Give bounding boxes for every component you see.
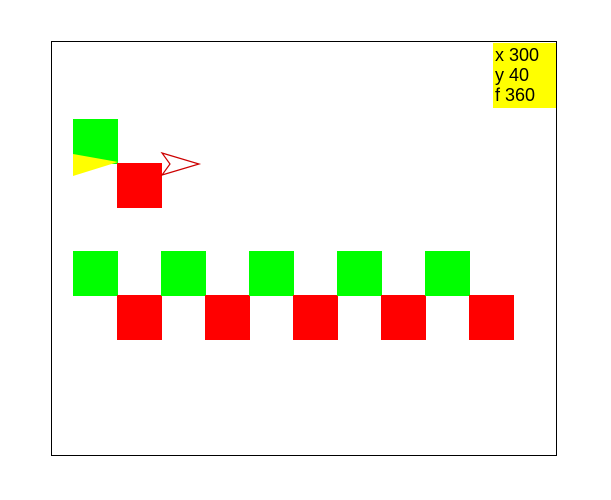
row-green-square xyxy=(425,251,470,296)
row-red-square xyxy=(205,295,250,340)
top-red-square xyxy=(117,163,162,208)
drawing-canvas[interactable]: x 300 y 40 f 360 xyxy=(51,41,557,456)
row-green-square xyxy=(73,251,118,296)
turtle-arrow-icon[interactable] xyxy=(160,151,202,177)
row-green-square xyxy=(161,251,206,296)
row-red-square xyxy=(381,295,426,340)
top-green-square xyxy=(73,119,118,164)
coordinate-readout: x 300 y 40 f 360 xyxy=(493,43,556,108)
row-green-square xyxy=(249,251,294,296)
row-green-square xyxy=(337,251,382,296)
row-red-square xyxy=(469,295,514,340)
row-red-square xyxy=(117,295,162,340)
y-readout: y 40 xyxy=(495,65,530,85)
row-red-square xyxy=(293,295,338,340)
sprite-layer xyxy=(73,151,202,177)
x-readout: x 300 xyxy=(495,45,540,65)
heading-readout: f 360 xyxy=(495,85,536,105)
